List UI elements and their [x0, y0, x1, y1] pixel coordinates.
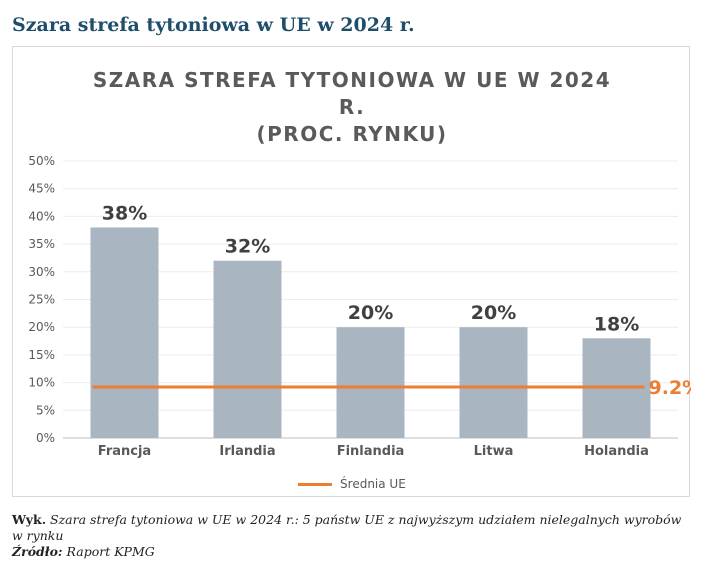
legend-average-label: Średnia UE — [340, 477, 406, 491]
y-tick-label: 5% — [36, 403, 55, 417]
chart-title-line-3: (PROC. RYNKU) — [256, 122, 448, 146]
chart-title-line-1: SZARA STREFA TYTONIOWA W UE W 2024 — [92, 68, 612, 92]
chart-container: SZARA STREFA TYTONIOWA W UE W 2024 R. (P… — [12, 46, 692, 497]
category-label: Irlandia — [219, 444, 275, 459]
y-tick-label: 30% — [28, 265, 55, 279]
chart-title-line-2: R. — [338, 95, 366, 119]
category-label: Litwa — [474, 444, 514, 459]
y-tick-label: 25% — [28, 293, 55, 307]
data-label: 38% — [102, 202, 147, 224]
y-tick-label: 45% — [28, 182, 55, 196]
chart-title: SZARA STREFA TYTONIOWA W UE W 2024 R. (P… — [13, 67, 691, 148]
data-label: 18% — [594, 313, 639, 335]
category-label: Holandia — [584, 444, 649, 459]
data-label: 20% — [348, 302, 393, 324]
source-label: Źródło: — [12, 544, 63, 559]
bar — [213, 260, 282, 438]
category-label: Francja — [98, 444, 151, 459]
figure-caption: Wyk. Szara strefa tytoniowa w UE w 2024 … — [12, 512, 682, 560]
y-tick-label: 15% — [28, 348, 55, 362]
source-text: Raport KPMG — [66, 544, 155, 559]
y-tick-label: 0% — [36, 431, 55, 445]
data-label: 20% — [471, 302, 516, 324]
y-tick-label: 40% — [28, 209, 55, 223]
y-tick-label: 35% — [28, 237, 55, 251]
data-label: 32% — [225, 236, 270, 258]
y-tick-label: 50% — [28, 154, 55, 168]
bar-chart: 0% 5% 10% 15% 20% 25% 30% 35% 40% 45% 50% 38% Francj… — [28, 154, 692, 459]
y-tick-label: 20% — [28, 320, 55, 334]
caption-label: Wyk. — [12, 512, 47, 527]
bar — [336, 327, 405, 438]
average-label: 9.2% — [649, 377, 692, 399]
legend-average-swatch — [298, 483, 333, 486]
bar — [459, 327, 528, 438]
bar — [90, 227, 159, 438]
page-title: Szara strefa tytoniowa w UE w 2024 r. — [12, 14, 415, 36]
category-label: Finlandia — [337, 444, 405, 459]
caption-text: Szara strefa tytoniowa w UE w 2024 r.: 5… — [12, 512, 682, 543]
y-tick-label: 10% — [28, 376, 55, 390]
chart-legend: Średnia UE — [13, 477, 691, 491]
